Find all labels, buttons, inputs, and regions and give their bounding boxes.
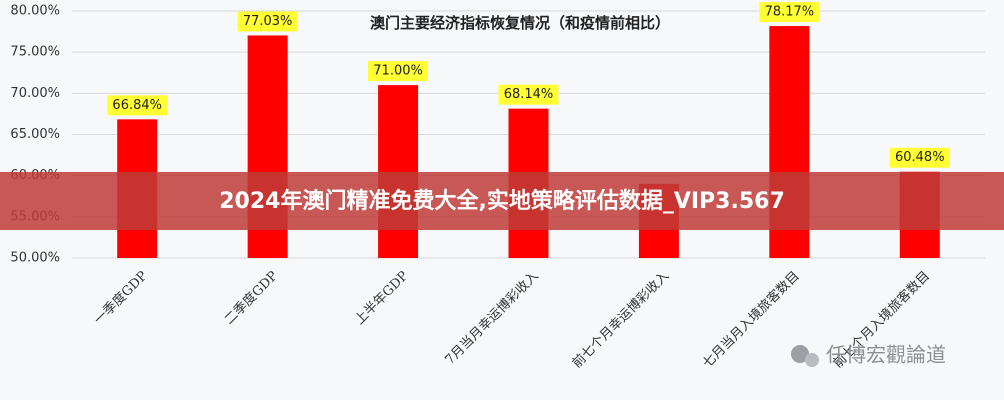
value-label: 60.48%	[895, 150, 945, 165]
y-tick-label: 80.00%	[10, 4, 60, 19]
value-label-bg	[498, 84, 559, 105]
y-tick-label: 70.00%	[10, 86, 60, 101]
y-tick-label: 75.00%	[10, 45, 60, 60]
chart-title: 澳门主要经济指标恢复情况（和疫情前相比）	[370, 14, 670, 32]
y-tick-label: 50.00%	[10, 251, 60, 266]
overlay: 2024年澳门精准免费大全,实地策略评估数据_VIP3.567 任博宏觀論道	[0, 172, 1004, 367]
bar	[378, 85, 419, 258]
value-label: 66.84%	[112, 98, 162, 113]
watermark-icon	[805, 353, 819, 367]
value-label-bg	[237, 11, 298, 32]
value-label: 77.03%	[243, 14, 293, 29]
value-label-bg	[759, 2, 820, 23]
value-label: 78.17%	[765, 5, 815, 20]
value-label: 68.14%	[504, 87, 554, 102]
value-label: 71.00%	[373, 64, 423, 79]
value-label-bg	[889, 147, 950, 168]
banner-bg	[0, 172, 1004, 230]
y-tick-label: 65.00%	[10, 127, 60, 142]
banner-text: 2024年澳门精准免费大全,实地策略评估数据_VIP3.567	[219, 188, 785, 214]
watermark: 任博宏觀論道	[826, 343, 946, 367]
watermark-icon	[791, 345, 809, 363]
value-label-bg	[368, 61, 429, 82]
value-label-bg	[107, 95, 168, 116]
